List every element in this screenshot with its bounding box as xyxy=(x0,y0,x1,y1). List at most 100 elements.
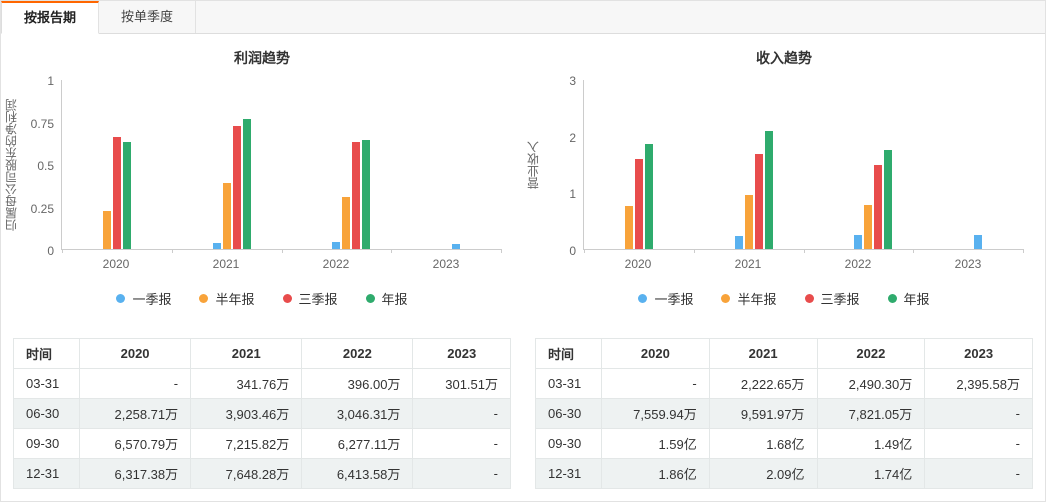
bar-半年报-2022[interactable] xyxy=(864,205,873,249)
table-row: 09-30 6,570.79万 7,215.82万 6,277.11万 - xyxy=(13,428,511,459)
value-cell: 7,559.94万 xyxy=(601,398,710,429)
table-row: 03-31-341.76万 396.00万 301.51万 xyxy=(13,368,511,399)
x-axis-tick xyxy=(391,249,393,253)
legend-label: 年报 xyxy=(381,291,408,307)
x-axis-tick xyxy=(913,249,915,253)
bar-年报-2021[interactable] xyxy=(242,119,251,249)
column-header: 2020 xyxy=(78,338,192,369)
legend-dot xyxy=(116,293,126,303)
bar-一季报-2021[interactable] xyxy=(734,236,743,249)
bar-半年报-2021[interactable] xyxy=(744,195,753,249)
legend-item-年报[interactable]: 年报 xyxy=(365,289,408,308)
x-category-label: 2021 xyxy=(212,257,240,271)
chart-title: 利润趋势 xyxy=(234,50,290,66)
y-axis-label: 归属母公司股东的净利润 xyxy=(4,99,19,231)
profit-data-table: 时间 2020 2021 2022 2023 03-31-341.76万 396.00万 30… xyxy=(13,338,511,489)
bar-三季报-2020[interactable] xyxy=(634,159,643,249)
value-cell: - xyxy=(412,398,511,429)
value-cell: 2,490.30万 xyxy=(816,368,926,399)
bar-年报-2020[interactable] xyxy=(644,144,653,249)
legend-item-一季报[interactable]: 一季报 xyxy=(638,289,693,308)
value-cell: 396.00万 xyxy=(301,368,414,399)
bar-一季报-2023[interactable] xyxy=(452,244,461,249)
bar-一季报-2022[interactable] xyxy=(332,242,341,249)
value-cell: 341.76万 xyxy=(190,368,303,399)
legend-item-半年报[interactable]: 半年报 xyxy=(721,289,777,308)
bar-半年报-2020[interactable] xyxy=(102,211,111,249)
row-date: 03-31 xyxy=(535,368,602,399)
value-cell: 1.68亿 xyxy=(708,428,818,459)
table-row: 03-31-2,222.65万 2,490.30万 2,395.58万 xyxy=(535,368,1033,399)
table-row: 12-31 6,317.38万 7,648.28万 6,413.58万 - xyxy=(13,458,511,489)
y-tick-label: 0 xyxy=(47,244,54,258)
column-header: 2022 xyxy=(816,338,926,369)
bar-group-2022 xyxy=(854,150,893,249)
bar-三季报-2021[interactable] xyxy=(754,154,763,249)
value-cell: 9,591.97万 xyxy=(708,398,818,429)
bar-三季报-2022[interactable] xyxy=(874,165,883,249)
bar-半年报-2021[interactable] xyxy=(222,183,231,249)
value-cell: 3,903.46万 xyxy=(190,398,303,429)
bar-半年报-2022[interactable] xyxy=(342,197,351,249)
tab-by-report-period[interactable]: 按报告期 xyxy=(1,1,100,34)
legend-item-半年报[interactable]: 半年报 xyxy=(199,289,255,308)
value-cell: 3,046.31万 xyxy=(301,398,414,429)
bar-年报-2022[interactable] xyxy=(362,140,371,249)
value-cell: 2,258.71万 xyxy=(78,398,192,429)
x-axis-tick xyxy=(501,249,502,253)
bar-group-2023 xyxy=(974,235,983,249)
tab-by-single-quarter[interactable]: 按单季度 xyxy=(99,1,197,33)
bar-一季报-2021[interactable] xyxy=(212,243,221,249)
y-tick-label: 1 xyxy=(47,74,54,88)
x-axis-tick xyxy=(281,249,283,253)
charts-row: 利润趋势 归属母公司股东的净利润 0 0.25 0.5 0.75 1 2020 2021 2… xyxy=(1,34,1045,332)
x-category-label: 2021 xyxy=(734,257,762,271)
legend-label: 一季报 xyxy=(654,291,694,307)
tables-row: 时间 2020 2021 2022 2023 03-31-341.76万 396.00万 30… xyxy=(1,332,1045,489)
row-date: 09-30 xyxy=(13,428,80,459)
bar-半年报-2020[interactable] xyxy=(624,206,633,249)
bar-年报-2022[interactable] xyxy=(884,150,893,249)
row-date: 09-30 xyxy=(535,428,602,459)
y-tick-label: 0.75 xyxy=(30,116,54,131)
legend-dot xyxy=(365,293,375,303)
x-category-label: 2023 xyxy=(432,257,460,271)
y-tick-label: 0.25 xyxy=(30,201,54,216)
row-date: 06-30 xyxy=(13,398,80,429)
y-axis-ticks: 0 1 2 3 xyxy=(543,74,583,258)
value-cell: 6,570.79万 xyxy=(78,428,192,459)
column-header: 2021 xyxy=(708,338,818,369)
column-header: 时间 xyxy=(535,338,602,369)
legend-item-一季报[interactable]: 一季报 xyxy=(116,289,171,308)
value-cell: 2,395.58万 xyxy=(924,368,1033,399)
y-tick-label: 1 xyxy=(569,187,576,202)
row-date: 03-31 xyxy=(13,368,80,399)
value-cell: 7,821.05万 xyxy=(816,398,926,429)
value-cell: 6,317.38万 xyxy=(78,458,192,489)
bar-一季报-2023[interactable] xyxy=(974,235,983,249)
x-category-label: 2020 xyxy=(102,257,130,271)
x-axis-tick xyxy=(584,249,585,253)
legend-dot xyxy=(282,293,292,303)
x-category-label: 2023 xyxy=(954,257,982,271)
column-header: 2023 xyxy=(924,338,1033,369)
bar-年报-2020[interactable] xyxy=(122,142,131,249)
legend-item-年报[interactable]: 年报 xyxy=(887,289,930,308)
value-cell: 1.59亿 xyxy=(601,428,710,459)
bar-三季报-2022[interactable] xyxy=(352,142,361,249)
legend-item-三季报[interactable]: 三季报 xyxy=(282,289,338,308)
legend-item-三季报[interactable]: 三季报 xyxy=(804,289,860,308)
value-cell: - xyxy=(924,398,1033,429)
value-cell: - xyxy=(601,368,710,399)
bar-年报-2021[interactable] xyxy=(764,131,773,249)
x-axis-tick xyxy=(171,249,173,253)
bar-三季报-2020[interactable] xyxy=(112,137,121,249)
table-row: 12-31 1.86亿 2.09亿 1.74亿 - xyxy=(535,458,1033,489)
x-axis-labels: 2020 2021 2022 2023 xyxy=(583,250,1023,271)
y-tick-label: 0 xyxy=(569,244,576,258)
bar-一季报-2022[interactable] xyxy=(854,235,863,249)
bar-三季报-2021[interactable] xyxy=(232,126,241,249)
value-cell: 2.09亿 xyxy=(708,458,818,489)
legend-label: 年报 xyxy=(903,291,930,307)
